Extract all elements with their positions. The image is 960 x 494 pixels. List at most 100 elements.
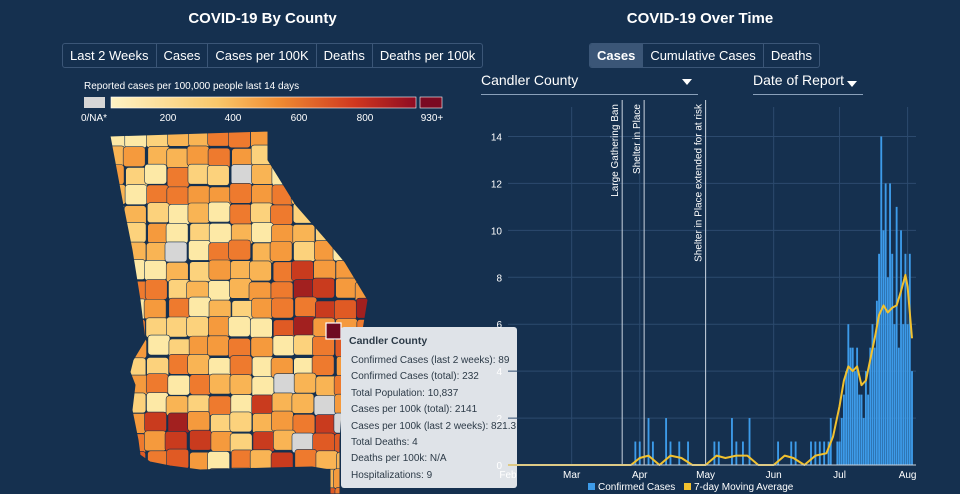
legend-tick: 200: [160, 113, 177, 124]
y-tick-label: 4: [496, 367, 502, 378]
y-tick-label: 10: [491, 226, 503, 237]
case-bar: [911, 371, 913, 465]
case-bar: [810, 441, 812, 465]
y-tick-label: 14: [491, 132, 503, 143]
case-bar: [853, 371, 856, 465]
case-bar: [845, 371, 848, 465]
tab-cumulative-cases[interactable]: Cumulative Cases: [643, 44, 764, 67]
case-bar: [891, 253, 894, 465]
legend-max-label: 930+: [421, 113, 444, 124]
legend-gradient: [110, 96, 417, 109]
case-bar: [742, 441, 744, 465]
case-bar: [818, 441, 821, 465]
county-shape[interactable]: [312, 277, 335, 299]
bar-series: [634, 136, 913, 465]
case-bar: [647, 418, 650, 465]
tooltip-row: Confirmed Cases (last 2 weeks): 89: [351, 355, 510, 366]
case-bar: [904, 253, 907, 465]
county-shape[interactable]: [249, 260, 272, 282]
county-shape[interactable]: [229, 411, 253, 433]
x-tick-label: May: [696, 470, 715, 481]
y-tick-label: 2: [496, 414, 502, 425]
map-legend: 0/NA* 200 400 600 800 930+: [81, 96, 444, 124]
case-bar: [880, 136, 883, 465]
legend-tick: 600: [291, 113, 308, 124]
tooltip-row: Confirmed Cases (total): 232: [351, 371, 479, 383]
legend-label-moving-average: 7-day Moving Average: [694, 482, 794, 493]
tab-deaths[interactable]: Deaths: [317, 44, 373, 67]
y-axis: 0 2 4 6 8 10 12 14: [491, 132, 503, 472]
tooltip-row: Cases per 100k (last 2 weeks): 821.3: [351, 420, 517, 432]
legend-title: Reported cases per 100,000 people last 1…: [84, 81, 300, 92]
county-shape[interactable]: [271, 297, 294, 319]
tab-deaths-per-100k[interactable]: Deaths per 100k: [379, 48, 476, 63]
moving-average-line: [508, 273, 913, 466]
case-bar: [731, 418, 733, 465]
legend-tick: 800: [357, 113, 374, 124]
legend-na-label: 0/NA*: [81, 113, 107, 124]
case-bar: [889, 183, 891, 465]
tab-chart-cases[interactable]: Cases: [590, 44, 644, 67]
chart-legend: Confirmed Cases 7-day Moving Average: [588, 482, 794, 493]
case-bar: [665, 418, 668, 465]
case-bar: [849, 347, 852, 465]
case-bar: [687, 441, 689, 465]
tooltip-row: Hospitalizations: 9: [351, 469, 433, 481]
case-bar: [873, 347, 876, 465]
tab-last-2-weeks[interactable]: Last 2 Weeks: [63, 44, 157, 67]
county-shape[interactable]: [311, 355, 335, 376]
case-bar: [871, 324, 874, 465]
tab-chart-deaths[interactable]: Deaths: [770, 48, 813, 63]
county-shape[interactable]: [206, 165, 230, 186]
chart-tabs: Cases Cumulative Cases Deaths: [589, 43, 821, 68]
case-bar: [840, 418, 843, 465]
tab-cases[interactable]: Cases: [157, 44, 209, 67]
county-shape[interactable]: [269, 240, 293, 262]
case-bar: [902, 324, 905, 465]
case-bar: [836, 441, 839, 465]
case-bar: [814, 441, 817, 465]
date-type-select-value: Date of Report: [753, 72, 845, 88]
event-label: Large Gathering Ban: [610, 104, 621, 197]
x-tick-label: Apr: [632, 470, 648, 481]
case-bar: [777, 441, 779, 465]
tooltip-row: Total Population: 10,837: [351, 387, 459, 399]
county-shape[interactable]: [228, 239, 251, 261]
county-select[interactable]: Candler County: [481, 72, 698, 95]
tab-cases-per-100k[interactable]: Cases per 100K: [208, 44, 317, 67]
case-bar: [882, 230, 885, 465]
county-shape[interactable]: [164, 241, 188, 263]
case-bar: [748, 418, 751, 465]
case-bar: [827, 441, 830, 465]
tooltip-row: Deaths per 100k: N/A: [351, 453, 447, 465]
case-bar: [678, 441, 681, 465]
case-bar: [651, 441, 654, 465]
case-bar: [838, 441, 841, 465]
case-bar: [897, 347, 900, 465]
line-series: [508, 273, 913, 466]
case-bar: [908, 253, 911, 465]
legend-label-confirmed-cases: Confirmed Cases: [598, 482, 675, 493]
legend-na-swatch: [84, 97, 105, 108]
left-panel-title: COVID-19 By County: [188, 10, 337, 27]
case-bar: [858, 394, 861, 465]
case-bar: [638, 441, 641, 465]
state-outline: [109, 130, 369, 494]
event-label: Shelter in Place: [632, 104, 643, 174]
county-shape[interactable]: [122, 146, 146, 167]
county-shape[interactable]: [144, 163, 167, 185]
legend-swatch-moving-average: [684, 483, 691, 490]
x-tick-label: Feb: [499, 470, 517, 481]
map-tabs: Last 2 Weeks Cases Cases per 100K Deaths…: [62, 43, 484, 68]
y-tick-label: 12: [491, 179, 503, 190]
case-bar: [862, 418, 865, 465]
date-type-select[interactable]: Date of Report: [753, 72, 863, 95]
case-bar: [878, 253, 880, 465]
case-bar: [856, 347, 859, 465]
case-bar: [847, 324, 850, 465]
case-bar: [864, 371, 867, 465]
event-markers: Large Gathering Ban Shelter in Place Shelt…: [610, 100, 707, 465]
case-bar: [735, 441, 738, 465]
y-tick-label: 6: [496, 320, 502, 331]
